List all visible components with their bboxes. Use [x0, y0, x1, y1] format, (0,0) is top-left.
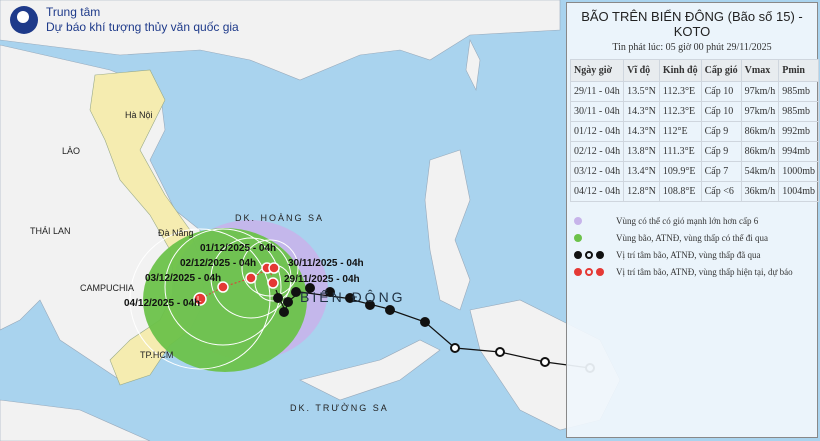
table-cell: 01/12 - 04h	[569, 121, 625, 142]
issued-time: Tin phát lúc: 05 giờ 00 phút 29/11/2025	[612, 42, 772, 53]
table-cell: Cấp 9	[700, 141, 742, 162]
info-panel: BÃO TRÊN BIỂN ĐÔNG (Bão số 15) - KOTO Ti…	[566, 2, 819, 438]
table-cell: 985mb	[778, 101, 819, 122]
forecast-table: Ngày giờ Vĩ độ Kinh độ Cấp gió Vmax Pmin 29/1…	[569, 59, 819, 202]
table-cell: 112.3°E	[658, 101, 702, 122]
table-cell: 1000mb	[778, 161, 819, 182]
legend-item: Vị trí tâm bão, ATNĐ, vùng thấp hiện tại…	[571, 263, 813, 280]
table-cell: Cấp 10	[700, 101, 742, 122]
legend-text: Vùng có thể có gió mạnh lớn hơn cấp 6	[616, 215, 759, 226]
table-cell: 13.4°N	[623, 161, 660, 182]
table-cell: 13.5°N	[623, 81, 660, 102]
track-label-04-12: 04/12/2025 - 04h	[124, 298, 201, 309]
table-cell: 109.9°E	[658, 161, 702, 182]
track-label-29-11: 29/11/2025 - 04h	[284, 274, 360, 285]
label-danang: Đà Nẵng	[158, 228, 194, 238]
table-cell: 86km/h	[740, 121, 780, 142]
table-cell: 54km/h	[740, 161, 780, 182]
table-row: 30/11 - 04h 14.3°N 112.3°E Cấp 10 97km/h 985m…	[569, 101, 819, 122]
table-cell: 108.8°E	[658, 181, 702, 202]
low-pressure-icon: L	[197, 295, 202, 304]
track-label-30-11: 30/11/2025 - 04h	[288, 258, 364, 269]
low-icon-black	[596, 250, 604, 259]
table-cell: 111.3°E	[658, 141, 702, 162]
label-hoangsa: DK. HOÀNG SA	[235, 213, 325, 223]
label-lao: LÀO	[62, 146, 81, 156]
label-thailand: THÁI LAN	[30, 226, 71, 236]
table-row: 29/11 - 04h 13.5°N 112.3°E Cấp 10 97km/h 985m…	[569, 81, 819, 102]
table-cell: 29/11 - 04h	[569, 81, 625, 102]
table-cell: 03/12 - 04h	[569, 161, 625, 182]
legend: Vùng có thể có gió mạnh lớn hơn cấp 6 Vù…	[571, 212, 813, 280]
low-icon-red	[596, 267, 604, 276]
table-cell: Cấp 7	[700, 161, 742, 182]
legend-text: Vùng bão, ATNĐ, vùng thấp có thể đi qua	[616, 232, 768, 243]
header: Trung tâm Dự báo khí tượng thủy văn quốc …	[0, 0, 260, 40]
table-cell: 14.3°N	[623, 121, 660, 142]
table-cell: 97km/h	[740, 81, 780, 102]
label-cambodia: CAMPUCHIA	[80, 283, 135, 293]
forecast-circles	[129, 228, 299, 370]
green-dot-icon	[574, 233, 582, 242]
table-row: 02/12 - 04h 13.8°N 111.3°E Cấp 9 86km/h 994mb	[569, 141, 819, 162]
storm-icon-black	[574, 250, 582, 259]
track-label-03-12: 03/12/2025 - 04h	[145, 273, 222, 284]
col-header: Ngày giờ	[569, 59, 625, 82]
table-cell: Cấp 9	[700, 121, 742, 142]
org-line1: Trung tâm	[46, 5, 101, 19]
legend-item: Vùng bão, ATNĐ, vùng thấp có thể đi qua	[571, 229, 813, 246]
col-header: Cấp gió	[700, 59, 742, 82]
storm-icon-red	[574, 267, 582, 276]
legend-text: Vị trí tâm bão, ATNĐ, vùng thấp hiện tại…	[616, 266, 793, 277]
table-row: 04/12 - 04h 12.8°N 108.8°E Cấp <6 36km/h 1004…	[569, 181, 819, 202]
table-cell: 86km/h	[740, 141, 780, 162]
table-cell: 13.8°N	[623, 141, 660, 162]
track-label-01-12: 01/12/2025 - 04h	[200, 243, 277, 254]
legend-item: Vùng có thể có gió mạnh lớn hơn cấp 6	[571, 212, 813, 229]
legend-item: Vị trí tâm bão, ATNĐ, vùng thấp đã qua	[571, 246, 813, 263]
table-row: 01/12 - 04h 14.3°N 112°E Cấp 9 86km/h 992mb	[569, 121, 819, 142]
col-header: Vĩ độ	[623, 59, 660, 82]
org-line2: Dự báo khí tượng thủy văn quốc gia	[46, 20, 239, 34]
table-cell: 112.3°E	[658, 81, 702, 102]
label-hanoi: Hà Nội	[125, 110, 153, 120]
label-hcm: TP.HCM	[140, 350, 174, 360]
table-row: 03/12 - 04h 13.4°N 109.9°E Cấp 7 54km/h 1000m…	[569, 161, 819, 182]
depression-icon-black	[585, 250, 593, 259]
table-cell: 04/12 - 04h	[569, 181, 625, 202]
table-cell: 994mb	[778, 141, 819, 162]
purple-dot-icon	[574, 216, 582, 225]
track-label-02-12: 02/12/2025 - 04h	[180, 258, 257, 269]
col-header: Vmax	[740, 59, 780, 82]
table-cell: 1004mb	[778, 181, 819, 202]
label-truongsa: DK. TRƯỜNG SA	[290, 403, 389, 413]
table-cell: 02/12 - 04h	[569, 141, 625, 162]
nchmf-logo	[10, 6, 38, 34]
col-header: Pmin	[778, 59, 819, 82]
table-cell: 30/11 - 04h	[569, 101, 625, 122]
forecast-positions	[193, 262, 280, 306]
label-biendong: BIỂN ĐÔNG	[300, 289, 406, 305]
table-cell: 992mb	[778, 121, 819, 142]
table-cell: 112°E	[658, 121, 702, 142]
table-cell: 985mb	[778, 81, 819, 102]
table-cell: 97km/h	[740, 101, 780, 122]
panel-title: BÃO TRÊN BIỂN ĐÔNG (Bão số 15) - KOTO	[581, 9, 803, 39]
legend-text: Vị trí tâm bão, ATNĐ, vùng thấp đã qua	[616, 249, 761, 260]
table-cell: 14.3°N	[623, 101, 660, 122]
table-cell: 36km/h	[740, 181, 780, 202]
depression-icon-red	[585, 267, 593, 276]
table-cell: Cấp <6	[700, 181, 742, 202]
table-cell: 12.8°N	[623, 181, 660, 202]
table-cell: Cấp 10	[700, 81, 742, 102]
col-header: Kinh độ	[658, 59, 702, 82]
